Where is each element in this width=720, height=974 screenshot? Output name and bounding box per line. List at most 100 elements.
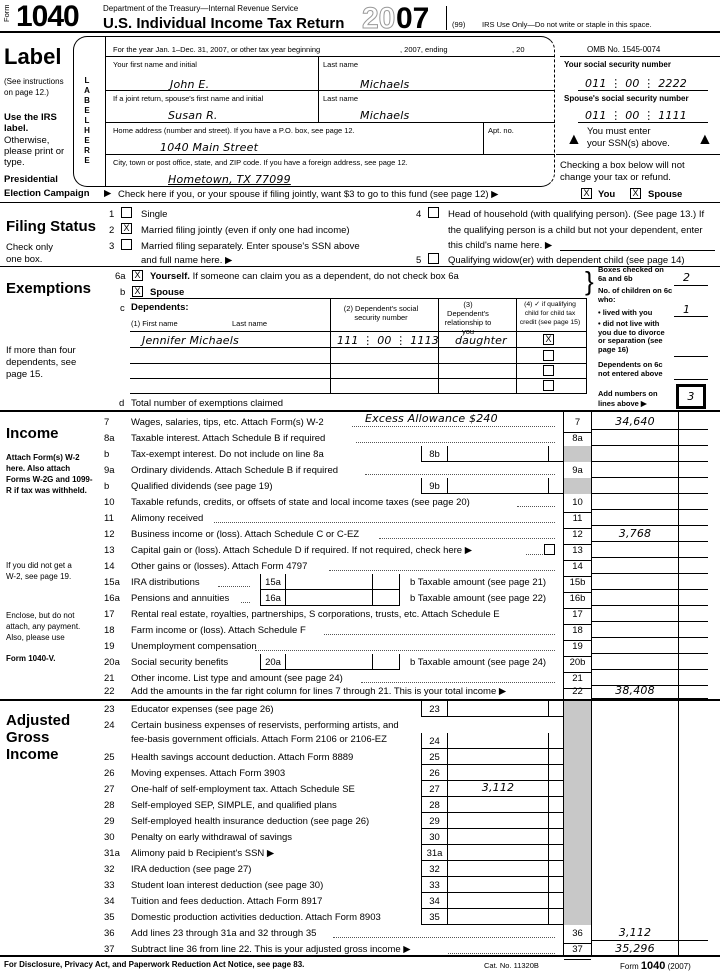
amount-field[interactable]: 34,640 <box>615 415 655 428</box>
dependent-ssn[interactable]: 111 ⋮ 00 ⋮ 1113 <box>337 334 439 347</box>
inner-cents-field[interactable] <box>548 909 563 925</box>
lived-with-value[interactable]: 1 <box>683 303 691 316</box>
inner-cents-field[interactable] <box>548 478 563 494</box>
inner-cents-field[interactable] <box>548 733 563 749</box>
inner-cents-field[interactable] <box>548 893 563 909</box>
inner-line-number: 33 <box>421 877 447 893</box>
inner-amount-field[interactable] <box>285 590 372 606</box>
line-8a-row: 8a Taxable interest. Attach Schedule B if… <box>0 430 720 449</box>
filing-single-checkbox[interactable] <box>121 207 132 218</box>
line-number: 26 <box>104 768 115 779</box>
inner-amount-field[interactable] <box>447 749 548 765</box>
form-1040v-note: Form 1040-V. <box>6 654 56 663</box>
dep-credit-checkbox[interactable] <box>543 350 554 361</box>
amount-field[interactable]: 3,112 <box>618 926 652 939</box>
filing-mfj-checkbox[interactable]: X <box>121 223 132 234</box>
inner-cents-field[interactable] <box>548 446 563 462</box>
inner-cents-field[interactable] <box>548 829 563 845</box>
line-b-row: b Qualified dividends (see page 19) 9b <box>0 478 720 494</box>
inner-cents-field[interactable] <box>372 590 400 606</box>
boxes-checked-value[interactable]: 2 <box>683 271 691 284</box>
amount-field[interactable]: 3,768 <box>618 527 652 540</box>
inner-amount-field[interactable] <box>447 909 548 925</box>
line-number: 10 <box>104 497 115 508</box>
address-field[interactable]: 1040 Main Street <box>160 141 259 154</box>
yourself-checkbox[interactable]: X <box>132 270 143 281</box>
amount-field[interactable]: 38,408 <box>615 684 655 697</box>
inner-amount-field[interactable] <box>447 733 548 749</box>
inner-cents-field[interactable] <box>548 797 563 813</box>
inner-amount-field[interactable] <box>447 701 548 717</box>
dep-credit-checkbox[interactable] <box>543 380 554 391</box>
dep-credit-checkbox[interactable]: X <box>543 334 554 345</box>
spouse-checkbox[interactable]: X <box>132 286 143 297</box>
line-description: Social security benefits <box>131 657 229 668</box>
line-26-row: 26 Moving expenses. Attach Form 3903 26 <box>0 765 720 781</box>
shaded-cell <box>564 861 591 877</box>
inner-amount-field[interactable] <box>447 813 548 829</box>
city-label: City, town or post office, state, and ZI… <box>113 158 408 167</box>
filing-opt-mfs-name: and full name here. ▶ <box>141 255 233 266</box>
line-description: Domestic production activities deduction… <box>131 912 381 923</box>
dependent-relationship[interactable]: daughter <box>455 334 507 347</box>
shaded-cell <box>564 701 591 717</box>
inner-cents-field[interactable] <box>548 749 563 765</box>
inner-amount-field[interactable] <box>447 845 548 861</box>
inner-cents-field[interactable] <box>548 861 563 877</box>
inner-cents-field[interactable] <box>548 877 563 893</box>
amount-field[interactable]: 35,296 <box>615 942 655 955</box>
apt-field[interactable] <box>488 140 548 152</box>
inner-cents-field[interactable] <box>548 813 563 829</box>
inner-amount-field[interactable] <box>285 574 372 590</box>
ssn-part: 111 <box>337 334 359 347</box>
filing-mfs-checkbox[interactable] <box>121 239 132 250</box>
inner-amount-field[interactable] <box>447 478 548 494</box>
inner-cents-field[interactable] <box>548 845 563 861</box>
inner-amount-field[interactable] <box>447 877 548 893</box>
inner-amount-field[interactable] <box>447 765 548 781</box>
presidential: Presidential <box>4 174 58 185</box>
filing-hoh-checkbox[interactable] <box>428 207 439 218</box>
dependent-name[interactable]: Jennifer Michaels <box>142 334 239 347</box>
filing-note: Check only <box>6 242 53 253</box>
dep-credit-checkbox[interactable] <box>543 365 554 376</box>
your-ssn-field[interactable]: 011 ⋮ 00 ⋮ 2222 <box>585 77 687 90</box>
line-20a-row: 20a Social security benefits 20a b Taxable … <box>0 654 720 673</box>
total-exemptions-box[interactable]: 3 <box>676 384 706 409</box>
line-description: Health savings account deduction. Attach… <box>131 752 354 763</box>
inner-amount-field[interactable] <box>447 861 548 877</box>
catalog-number: Cat. No. 11320B <box>484 961 539 970</box>
inner-cents-field[interactable] <box>548 701 563 717</box>
apt-label: Apt. no. <box>488 126 514 135</box>
last-name-field[interactable]: Michaels <box>360 78 410 91</box>
amount-underline <box>592 557 708 558</box>
spouse-first-field[interactable]: Susan R. <box>168 109 218 122</box>
amount-underline <box>592 525 708 526</box>
inner-amount-field[interactable] <box>447 446 548 462</box>
line-13-checkbox[interactable] <box>544 544 555 555</box>
right-line-number: 37 <box>564 944 591 960</box>
right-line-number: 16b <box>564 593 591 609</box>
spouse-last-field[interactable]: Michaels <box>360 109 410 122</box>
amount-underline <box>592 461 708 462</box>
inner-cents-field[interactable] <box>372 654 400 670</box>
line-description: Student loan interest deduction (see pag… <box>131 880 324 891</box>
inner-cents-field[interactable] <box>372 574 400 590</box>
inner-cents-field[interactable] <box>548 765 563 781</box>
line-16a-row: 16a Pensions and annuities 16a b Taxable am… <box>0 590 720 609</box>
inner-cents-field[interactable] <box>548 781 563 797</box>
inner-amount-field[interactable] <box>447 829 548 845</box>
inner-amount-field[interactable] <box>447 797 548 813</box>
filing-widow-checkbox[interactable] <box>428 253 439 264</box>
campaign-spouse-checkbox[interactable]: X <box>630 188 641 199</box>
inner-amount-field[interactable] <box>447 893 548 909</box>
irs-use-only: IRS Use Only—Do not write or staple in t… <box>482 20 652 29</box>
city-field[interactable]: Hometown, TX 77099 <box>168 173 291 186</box>
first-name-field[interactable]: John E. <box>170 78 210 91</box>
spouse-ssn-field[interactable]: 011 ⋮ 00 ⋮ 1111 <box>585 109 687 122</box>
inner-amount-field[interactable]: 3,112 <box>447 781 548 797</box>
campaign-you-checkbox[interactable]: X <box>581 188 592 199</box>
not-live-label: • did not live with you due to divorce o… <box>598 319 665 354</box>
attach-w2-note: Attach Form(s) W-2 here. Also attach For… <box>6 453 93 495</box>
inner-amount-field[interactable] <box>285 654 372 670</box>
